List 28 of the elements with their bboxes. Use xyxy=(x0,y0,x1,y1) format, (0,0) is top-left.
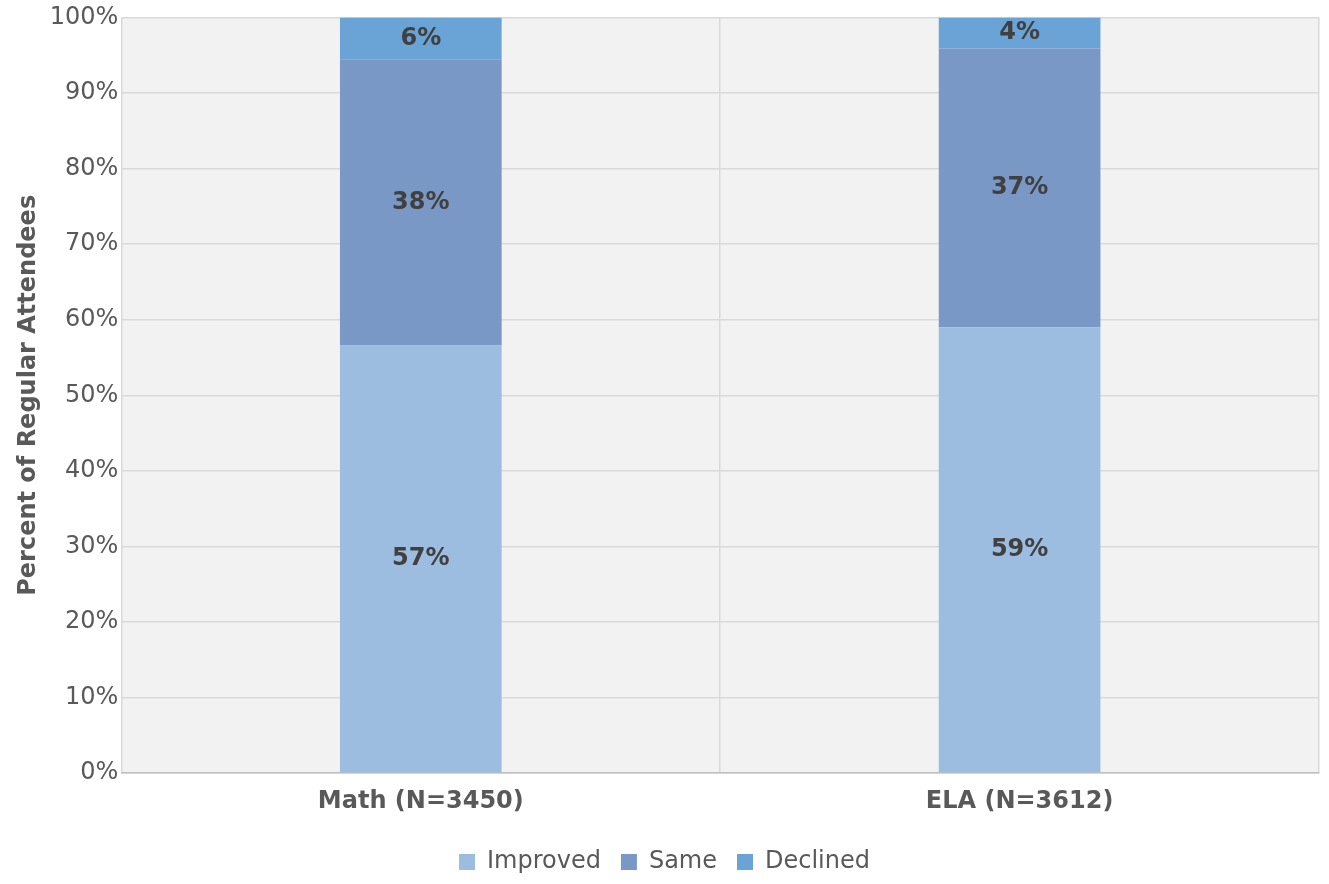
x-tick-label: Math (N=3450) xyxy=(317,785,524,814)
y-tick-label: 80% xyxy=(65,152,119,181)
y-tick-label: 50% xyxy=(65,379,119,408)
data-label: 6% xyxy=(400,22,442,51)
bar xyxy=(938,48,1101,328)
legend-label: Improved xyxy=(487,846,601,875)
y-tick-label: 100% xyxy=(49,1,119,30)
bar xyxy=(339,17,502,60)
bar xyxy=(339,345,502,773)
bar xyxy=(938,327,1101,773)
data-label: 59% xyxy=(990,534,1049,563)
y-tick-label: 10% xyxy=(65,681,119,710)
data-label: 57% xyxy=(392,543,450,572)
y-tick-label: 20% xyxy=(65,606,119,635)
y-tick-label: 40% xyxy=(65,455,119,484)
y-tick-label: 90% xyxy=(65,77,119,106)
y-axis-title: Percent of Regular Attendees xyxy=(12,194,41,596)
y-tick-label: 60% xyxy=(65,303,119,332)
data-label: 38% xyxy=(392,186,450,215)
x-tick-label: ELA (N=3612) xyxy=(925,785,1114,814)
data-label: 37% xyxy=(990,172,1049,201)
y-tick-label: 0% xyxy=(80,757,119,786)
legend-label: Declined xyxy=(765,846,871,875)
y-tick-label: 70% xyxy=(65,228,119,257)
legend-label: Same xyxy=(648,846,718,875)
data-label: 4% xyxy=(999,17,1040,46)
y-tick-label: 30% xyxy=(65,530,119,559)
bar xyxy=(339,59,502,346)
